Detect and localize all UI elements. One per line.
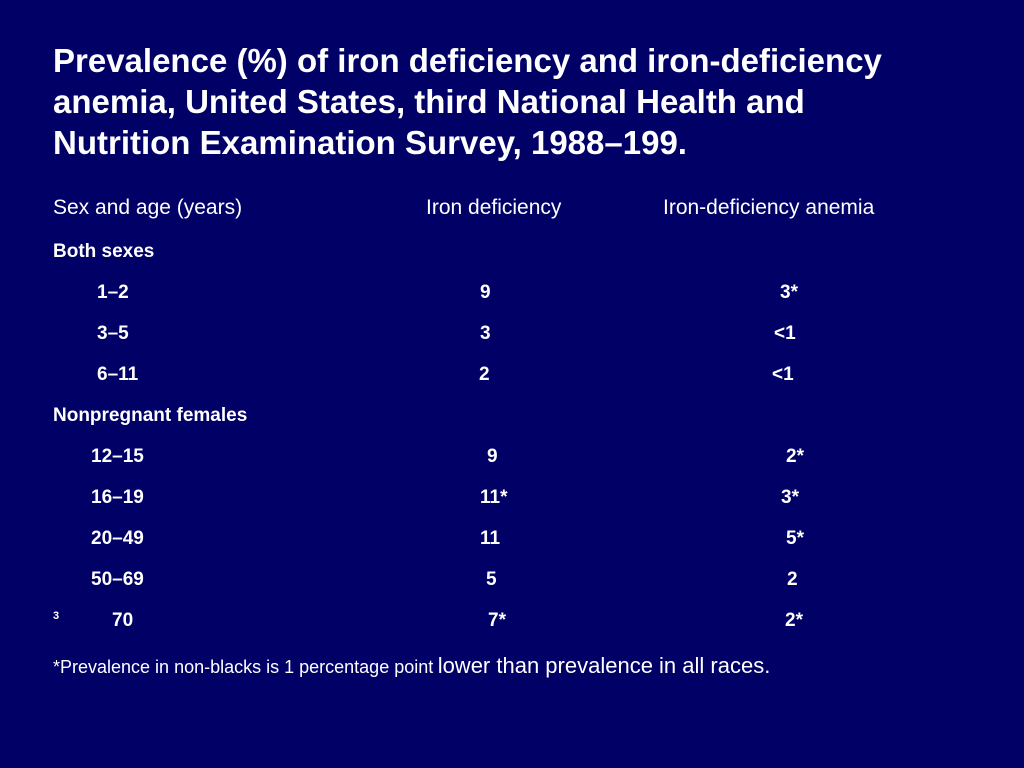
anemia-cell: 5* xyxy=(786,528,804,549)
anemia-cell: 2* xyxy=(786,446,804,467)
slide-title: Prevalence (%) of iron deficiency and ir… xyxy=(53,40,973,163)
footnote-part-2: lower than prevalence in all races. xyxy=(437,653,771,678)
iron-deficiency-cell: 7* xyxy=(488,610,506,631)
age-cell: 1–2 xyxy=(97,282,129,303)
anemia-cell: <1 xyxy=(774,323,796,344)
iron-deficiency-cell: 9 xyxy=(487,446,498,467)
iron-deficiency-cell: 11* xyxy=(480,487,508,508)
age-cell: 20–49 xyxy=(91,528,144,549)
title-line-3: Nutrition Examination Survey, 1988–199. xyxy=(53,124,687,161)
age-cell: 12–15 xyxy=(91,446,144,467)
anemia-cell: 2 xyxy=(787,569,798,590)
iron-deficiency-cell: 11 xyxy=(480,528,501,549)
age-cell: 6–11 xyxy=(97,364,139,385)
column-header-age: Sex and age (years) xyxy=(53,196,243,219)
column-header-iron-deficiency: Iron deficiency xyxy=(426,196,562,219)
anemia-cell: 2* xyxy=(785,610,803,631)
iron-deficiency-cell: 2 xyxy=(479,364,490,385)
footnote: *Prevalence in non-blacks is 1 percentag… xyxy=(53,653,770,679)
iron-deficiency-cell: 3 xyxy=(480,323,491,344)
anemia-cell: <1 xyxy=(772,364,794,385)
anemia-cell: 3* xyxy=(781,487,799,508)
iron-deficiency-cell: 5 xyxy=(486,569,497,590)
age-cell: 16–19 xyxy=(91,487,144,508)
age-cell: 70 xyxy=(112,610,134,631)
column-header-anemia: Iron-deficiency anemia xyxy=(663,196,875,219)
age-prefix-symbol: 3 xyxy=(53,610,60,622)
footnote-part-1: *Prevalence in non-blacks is 1 percentag… xyxy=(53,657,434,677)
anemia-cell: 3* xyxy=(780,282,798,303)
iron-deficiency-cell: 9 xyxy=(480,282,491,303)
group-label-nonpregnant-females: Nonpregnant females xyxy=(53,405,248,426)
group-label-both-sexes: Both sexes xyxy=(53,241,155,262)
title-line-1: Prevalence (%) of iron deficiency and ir… xyxy=(53,42,882,79)
title-line-2: anemia, United States, third National He… xyxy=(53,83,805,120)
age-cell: 50–69 xyxy=(91,569,144,590)
age-cell: 3–5 xyxy=(97,323,129,344)
